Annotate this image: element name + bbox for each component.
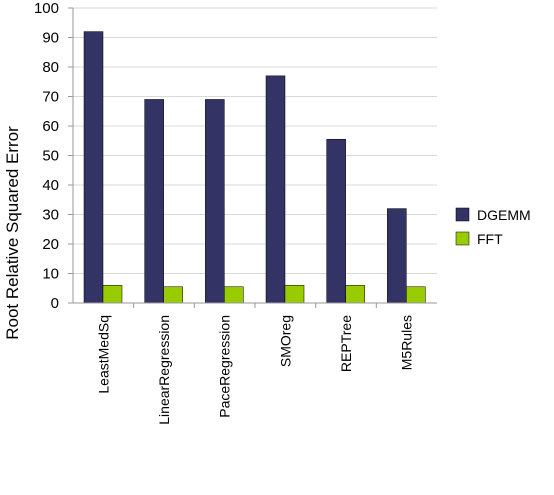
y-tick-label: 100 [34,0,59,17]
x-tick-label: LeastMedSq [95,315,111,394]
y-tick-label: 10 [42,266,59,283]
x-tick-label: REPTree [338,315,354,372]
legend-label-fft: FFT [477,231,503,247]
bar-fft [406,286,426,304]
bar-fft [224,286,244,304]
y-tick-label: 0 [51,295,59,312]
y-tick-label: 30 [42,207,59,224]
legend-label-dgemm: DGEMM [477,207,531,223]
bar-dgemm [265,75,286,304]
bar-dgemm [326,139,346,304]
x-tick-label: M5Rules [399,315,415,370]
bar-dgemm [205,99,225,304]
bar-dgemm [83,31,104,304]
y-tick-label: 90 [42,30,59,47]
legend-swatch-fft [455,231,470,246]
bar-fft [345,285,365,304]
bar-dgemm [387,208,407,304]
bar-fft [102,285,123,304]
axes [72,8,437,308]
bars [83,31,426,304]
x-tick-label: PaceRegression [217,315,233,418]
y-tick-label: 40 [42,177,59,194]
y-axis-title: Root Relative Squared Error [3,126,22,340]
y-tick-label: 20 [42,236,59,253]
y-tick-label: 80 [42,59,59,76]
y-tick-label: 60 [42,118,59,135]
y-tick-label: 50 [42,148,59,165]
bar-fft [284,285,305,304]
x-tick-label: LinearRegression [156,315,172,425]
bar-dgemm [144,99,164,304]
x-tick-label: SMOreg [277,315,293,367]
bar-fft [163,286,183,304]
y-tick-labels: 0 10 20 30 40 50 60 70 80 90 100 [34,0,59,312]
legend: DGEMM FFT [455,207,531,247]
y-tick-label: 70 [42,89,59,106]
legend-swatch-dgemm [455,207,470,222]
gridlines [68,7,437,304]
x-tick-labels: LeastMedSq LinearRegression PaceRegression… [95,315,414,425]
